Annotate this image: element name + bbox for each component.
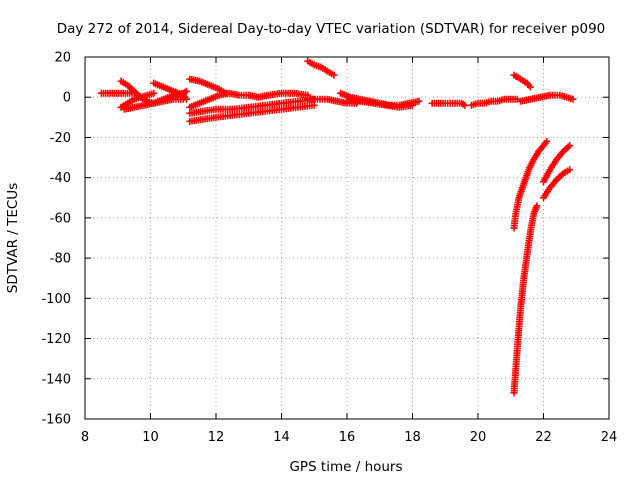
series-arc-11 (304, 57, 338, 79)
series-arc-06 (150, 87, 191, 107)
data-point (543, 137, 551, 145)
x-tick-label: 22 (535, 430, 552, 445)
series-arc-21 (540, 166, 574, 202)
y-tick-label: -160 (41, 413, 71, 428)
y-tick-label: 0 (63, 91, 71, 106)
x-tick-label: 12 (208, 430, 225, 445)
series-arc-01 (97, 89, 138, 97)
y-tick-label: -120 (41, 332, 71, 347)
series-arc-18 (517, 91, 577, 105)
data-point (330, 71, 338, 79)
data-series (97, 57, 577, 397)
data-point (183, 87, 191, 95)
y-tick-label: -20 (50, 131, 71, 146)
x-axis-label: GPS time / hours (289, 459, 402, 475)
data-point (409, 101, 416, 109)
x-tick-label: 14 (273, 430, 290, 445)
data-point (415, 97, 423, 105)
y-tick-label: -60 (50, 211, 71, 226)
series-arc-17 (510, 71, 534, 91)
series-arc-08 (186, 89, 312, 111)
series-arc-10 (186, 101, 318, 125)
data-point (538, 143, 546, 151)
chart-title: Day 272 of 2014, Sidereal Day-to-day VTE… (57, 21, 606, 37)
series-arc-14 (343, 97, 416, 111)
data-point (533, 202, 541, 210)
y-tick-label: -140 (41, 372, 71, 387)
series-arc-15 (428, 99, 469, 109)
y-tick-label: -40 (50, 171, 71, 186)
series-arc-20 (510, 202, 541, 397)
data-point (183, 95, 191, 103)
series-arc-19 (510, 137, 551, 232)
data-point (566, 141, 574, 149)
x-tick-label: 8 (81, 430, 89, 445)
data-point (566, 166, 574, 174)
y-tick-label: -100 (41, 292, 71, 307)
data-point (459, 100, 467, 108)
series-arc-09 (186, 95, 318, 117)
series-arc-22 (540, 141, 574, 186)
data-point (526, 83, 534, 91)
x-tick-label: 20 (470, 430, 487, 445)
series-arc-16 (467, 95, 521, 109)
data-point (569, 95, 577, 103)
x-axis: 8 10 12 14 16 18 20 22 24 (81, 57, 617, 445)
y-tick-label: 20 (54, 51, 71, 66)
x-tick-label: 18 (404, 430, 421, 445)
data-point (461, 101, 469, 109)
y-axis-label: SDTVAR / TECUs (5, 183, 21, 293)
y-axis: 20 0 -20 -40 -60 -80 -100 -120 -140 -160 (41, 51, 609, 428)
x-tick-label: 10 (142, 430, 159, 445)
data-point (150, 89, 158, 97)
x-tick-label: 24 (601, 430, 618, 445)
data-point (310, 101, 318, 109)
x-tick-label: 16 (339, 430, 356, 445)
y-tick-label: -80 (50, 252, 71, 267)
